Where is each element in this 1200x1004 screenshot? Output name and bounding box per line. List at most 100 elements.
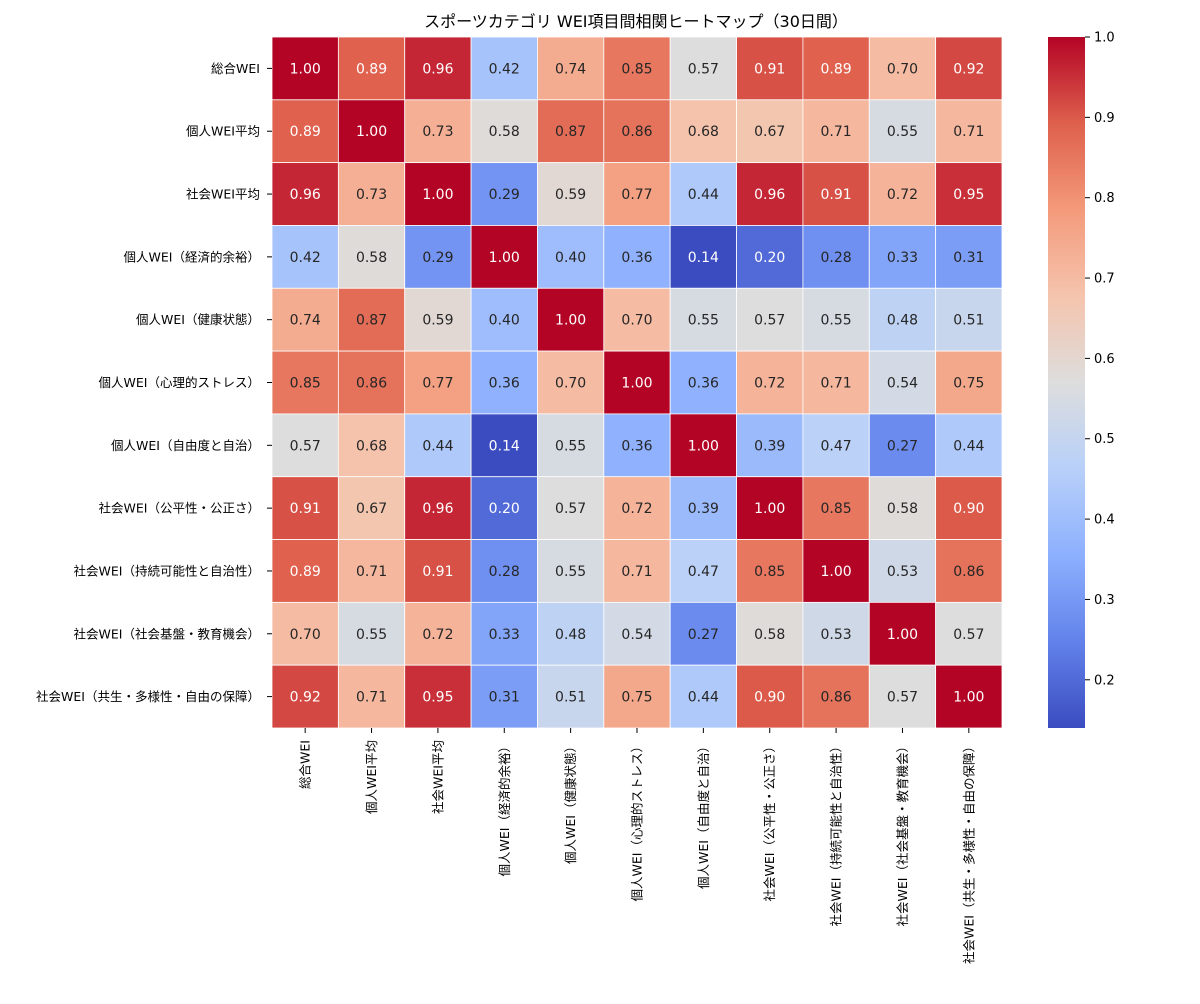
heatmap-annotation-r5-c3: 0.36 bbox=[489, 376, 520, 392]
heatmap-annotation-r0-c5: 0.85 bbox=[621, 61, 652, 77]
heatmap-cells bbox=[271, 36, 1003, 729]
heatmap-annotation-r2-c4: 0.59 bbox=[555, 187, 586, 203]
heatmap-cell-r4-c10 bbox=[935, 287, 1003, 352]
heatmap-cell-r9-c5 bbox=[603, 601, 671, 666]
heatmap-annotation-r1-c0: 0.89 bbox=[290, 124, 321, 140]
y-tick-label-10: 社会WEI（共生・多様性・自由の保障） bbox=[36, 689, 260, 704]
heatmap-cell-r7-c9 bbox=[868, 476, 937, 540]
heatmap-annotation-r10-c7: 0.90 bbox=[754, 690, 785, 706]
heatmap-annotation-r0-c9: 0.70 bbox=[887, 61, 918, 77]
heatmap-cell-r9-c4 bbox=[537, 601, 605, 666]
heatmap-annotation-r3-c7: 0.20 bbox=[754, 250, 785, 266]
heatmap-annotation-r8-c0: 0.89 bbox=[290, 564, 321, 580]
heatmap-cell-r8-c10 bbox=[935, 539, 1003, 603]
heatmap-cell-r7-c10 bbox=[935, 476, 1003, 540]
heatmap-annotation-r10-c0: 0.92 bbox=[290, 690, 321, 706]
heatmap-annotation-r7-c2: 0.96 bbox=[422, 501, 453, 517]
heatmap-annotation-r5-c0: 0.85 bbox=[290, 376, 321, 392]
heatmap-cell-r1-c9 bbox=[868, 99, 937, 164]
heatmap-annotation-r10-c6: 0.44 bbox=[688, 690, 719, 706]
heatmap-cell-r0-c2 bbox=[404, 36, 472, 101]
heatmap-annotation-r0-c0: 1.00 bbox=[290, 61, 321, 77]
heatmap-cell-r7-c5 bbox=[603, 476, 671, 540]
heatmap-cell-r6-c0 bbox=[271, 413, 339, 478]
heatmap-annotation-r6-c4: 0.55 bbox=[555, 438, 586, 454]
heatmap-annotation-r4-c8: 0.55 bbox=[821, 313, 852, 329]
heatmap-annotation-r8-c8: 1.00 bbox=[821, 564, 852, 580]
heatmap-cell-r6-c1 bbox=[337, 413, 406, 478]
colorbar-tick-label-1: 0.3 bbox=[1094, 593, 1115, 608]
heatmap-annotation-r9-c6: 0.27 bbox=[688, 627, 719, 643]
heatmap-cell-r1-c7 bbox=[736, 99, 804, 164]
heatmap-cell-r3-c2 bbox=[404, 225, 472, 289]
heatmap-cell-r0-c10 bbox=[935, 36, 1003, 101]
heatmap-cell-r5-c0 bbox=[271, 350, 339, 415]
colorbar-tick-label-5: 0.7 bbox=[1094, 272, 1115, 287]
heatmap-annotation-r2-c10: 0.95 bbox=[953, 187, 984, 203]
x-tick-label-5: 個人WEI（心理的ストレス） bbox=[630, 740, 645, 901]
heatmap-cell-r0-c5 bbox=[603, 36, 671, 101]
heatmap-annotation-r8-c10: 0.86 bbox=[953, 564, 984, 580]
heatmap-annotation-r8-c3: 0.28 bbox=[489, 564, 520, 580]
heatmap-annotation-r0-c2: 0.96 bbox=[422, 61, 453, 77]
x-tick-label-9: 社会WEI（社会基盤・教育機会） bbox=[895, 740, 910, 926]
heatmap-cell-r9-c8 bbox=[802, 601, 870, 666]
heatmap-annotation-r0-c1: 0.89 bbox=[356, 61, 387, 77]
heatmap-annotation-r4-c0: 0.74 bbox=[290, 313, 321, 329]
heatmap-cell-r0-c9 bbox=[868, 36, 937, 101]
heatmap-cell-r8-c3 bbox=[470, 539, 538, 603]
heatmap-annotation-r5-c6: 0.36 bbox=[688, 376, 719, 392]
heatmap-annotation-r9-c9: 1.00 bbox=[887, 627, 918, 643]
heatmap-annotation-r2-c8: 0.91 bbox=[821, 187, 852, 203]
heatmap-cell-r5-c3 bbox=[470, 350, 538, 415]
heatmap-cell-r6-c3 bbox=[470, 413, 538, 478]
heatmap-cell-r1-c4 bbox=[537, 99, 605, 164]
heatmap-cell-r4-c6 bbox=[669, 287, 737, 352]
y-tick-label-4: 個人WEI（健康状態） bbox=[136, 312, 260, 327]
heatmap-cell-r4-c0 bbox=[271, 287, 339, 352]
heatmap-annotation-r1-c8: 0.71 bbox=[821, 124, 852, 140]
heatmap-cell-r3-c3 bbox=[470, 225, 538, 289]
heatmap-annotation-r3-c3: 1.00 bbox=[489, 250, 520, 266]
heatmap-annotation-r6-c2: 0.44 bbox=[422, 438, 453, 454]
heatmap-cell-r4-c5 bbox=[603, 287, 671, 352]
heatmap-annotation-r0-c3: 0.42 bbox=[489, 61, 520, 77]
heatmap-cell-r10-c7 bbox=[736, 664, 804, 729]
heatmap-cell-r6-c2 bbox=[404, 413, 472, 478]
heatmap-annotation-r10-c5: 0.75 bbox=[621, 690, 652, 706]
heatmap-annotation-r3-c5: 0.36 bbox=[621, 250, 652, 266]
heatmap-annotation-r3-c10: 0.31 bbox=[953, 250, 984, 266]
heatmap-annotation-r9-c7: 0.58 bbox=[754, 627, 785, 643]
heatmap-annotation-r10-c8: 0.86 bbox=[821, 690, 852, 706]
heatmap-annotation-r10-c3: 0.31 bbox=[489, 690, 520, 706]
heatmap-annotation-r2-c0: 0.96 bbox=[290, 187, 321, 203]
heatmap-annotation-r5-c7: 0.72 bbox=[754, 376, 785, 392]
heatmap-cell-r6-c5 bbox=[603, 413, 671, 478]
heatmap-cell-r10-c2 bbox=[404, 664, 472, 729]
heatmap-cell-r6-c10 bbox=[935, 413, 1003, 478]
heatmap-annotation-r8-c9: 0.53 bbox=[887, 564, 918, 580]
heatmap-cell-r1-c8 bbox=[802, 99, 870, 164]
heatmap-annotation-r5-c8: 0.71 bbox=[821, 376, 852, 392]
heatmap-annotation-r6-c3: 0.14 bbox=[489, 438, 520, 454]
heatmap-annotation-r4-c7: 0.57 bbox=[754, 313, 785, 329]
heatmap-cell-r2-c4 bbox=[537, 162, 605, 226]
heatmap-cell-r3-c4 bbox=[537, 225, 605, 289]
heatmap-cell-r5-c10 bbox=[935, 350, 1003, 415]
heatmap-annotation-r4-c3: 0.40 bbox=[489, 313, 520, 329]
heatmap-cell-r8-c5 bbox=[603, 539, 671, 603]
heatmap-cell-r4-c1 bbox=[337, 287, 406, 352]
heatmap-cell-r6-c6 bbox=[669, 413, 737, 478]
heatmap-cell-r3-c8 bbox=[802, 225, 870, 289]
heatmap-annotation-r5-c4: 0.70 bbox=[555, 376, 586, 392]
x-tick-label-6: 個人WEI（自由度と自治） bbox=[696, 740, 711, 889]
heatmap-annotation-r2-c3: 0.29 bbox=[489, 187, 520, 203]
heatmap-cell-r5-c5 bbox=[603, 350, 671, 415]
heatmap-cell-r0-c0 bbox=[271, 36, 339, 101]
heatmap-annotation-r4-c9: 0.48 bbox=[887, 313, 918, 329]
y-tick-label-9: 社会WEI（社会基盤・教育機会） bbox=[74, 626, 260, 641]
heatmap-cell-r2-c2 bbox=[404, 162, 472, 226]
y-tick-label-2: 社会WEI平均 bbox=[186, 187, 260, 202]
x-axis-labels: 総合WEI 個人WEI平均 社会WEI平均 個人WEI（経済的余裕） 個人WEI（健康状… bbox=[298, 728, 976, 964]
